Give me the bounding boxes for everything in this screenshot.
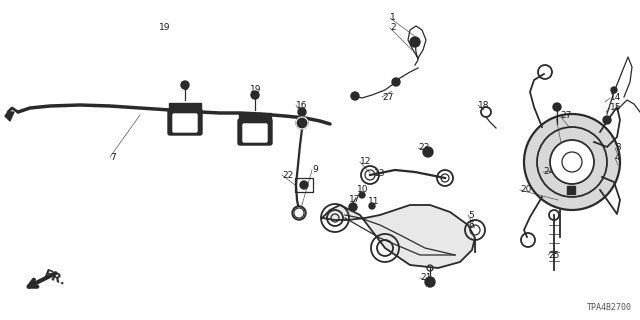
- Circle shape: [410, 37, 420, 47]
- Text: 27: 27: [560, 111, 572, 121]
- Text: 14: 14: [610, 93, 621, 102]
- Text: 18: 18: [478, 100, 490, 109]
- Circle shape: [292, 206, 306, 220]
- Circle shape: [251, 91, 259, 99]
- Circle shape: [294, 208, 304, 218]
- Circle shape: [351, 92, 359, 100]
- Circle shape: [423, 147, 433, 157]
- Text: 2: 2: [390, 23, 396, 33]
- Circle shape: [392, 78, 400, 86]
- Text: 13: 13: [374, 169, 385, 178]
- Text: 17: 17: [349, 196, 360, 204]
- Text: TPA4B2700: TPA4B2700: [587, 303, 632, 312]
- Circle shape: [300, 181, 308, 189]
- Text: 9: 9: [312, 165, 317, 174]
- Circle shape: [603, 116, 611, 124]
- Text: 15: 15: [610, 103, 621, 113]
- Text: 1: 1: [390, 13, 396, 22]
- FancyBboxPatch shape: [243, 124, 267, 142]
- Circle shape: [524, 114, 620, 210]
- Text: 20: 20: [520, 186, 531, 195]
- Text: 22: 22: [282, 171, 293, 180]
- FancyBboxPatch shape: [238, 119, 272, 145]
- Circle shape: [296, 117, 308, 129]
- Text: 19: 19: [159, 23, 170, 33]
- Bar: [169, 103, 201, 111]
- Bar: [567, 186, 575, 194]
- Circle shape: [298, 108, 306, 116]
- Circle shape: [553, 103, 561, 111]
- Text: 11: 11: [368, 196, 380, 205]
- Text: 5: 5: [468, 211, 474, 220]
- Circle shape: [425, 277, 435, 287]
- Text: 7: 7: [110, 153, 116, 162]
- Circle shape: [359, 192, 365, 198]
- Text: 26: 26: [564, 154, 575, 163]
- Circle shape: [369, 203, 375, 209]
- Circle shape: [550, 140, 594, 184]
- Polygon shape: [322, 205, 475, 268]
- Text: 27: 27: [382, 92, 394, 101]
- FancyBboxPatch shape: [168, 109, 202, 135]
- Bar: [295, 178, 313, 192]
- Bar: [239, 113, 271, 121]
- Text: 19: 19: [250, 85, 262, 94]
- Text: 24: 24: [543, 167, 554, 177]
- Text: 8: 8: [182, 84, 188, 92]
- Text: 10: 10: [357, 186, 369, 195]
- Polygon shape: [5, 112, 14, 121]
- Text: 21: 21: [420, 274, 431, 283]
- Circle shape: [349, 203, 357, 211]
- Text: 25: 25: [548, 251, 559, 260]
- Text: 6: 6: [468, 220, 474, 229]
- Text: 12: 12: [360, 157, 371, 166]
- Circle shape: [181, 81, 189, 89]
- Text: 4: 4: [615, 154, 621, 163]
- Text: 23: 23: [418, 143, 429, 153]
- Circle shape: [611, 87, 617, 93]
- Text: 16: 16: [296, 100, 307, 109]
- Text: FR.: FR.: [42, 268, 68, 288]
- FancyBboxPatch shape: [173, 114, 197, 132]
- Text: 3: 3: [615, 143, 621, 153]
- Text: 8: 8: [243, 122, 249, 131]
